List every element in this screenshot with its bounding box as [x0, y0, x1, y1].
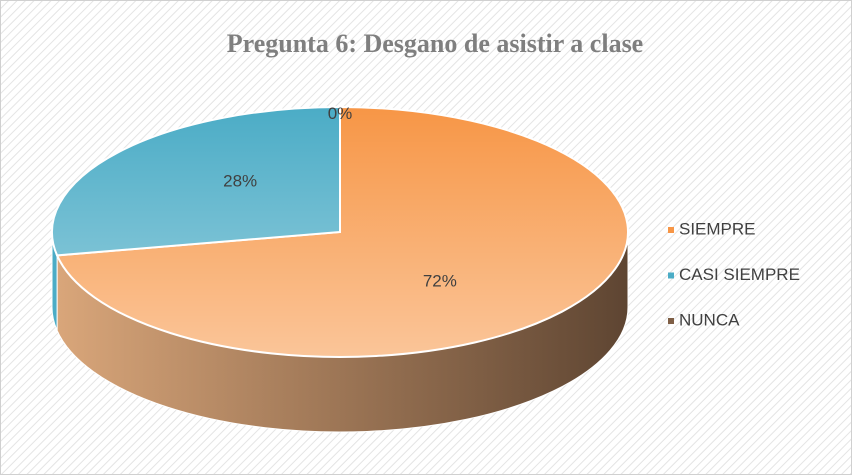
pie-tops: [51, 105, 629, 358]
legend-marker: [668, 318, 674, 324]
legend-label: SIEMPRE: [679, 219, 756, 238]
data-label: 72%: [423, 272, 457, 291]
legend-marker: [668, 272, 674, 279]
chart-title: Pregunta 6: Desgano de asistir a clase: [227, 29, 643, 58]
data-labels: 72% 28% 0%: [223, 104, 457, 290]
legend: SIEMPRE CASI SIEMPRE NUNCA: [668, 219, 800, 329]
legend-marker: [668, 227, 674, 233]
legend-label: NUNCA: [679, 310, 740, 329]
legend-label: CASI SIEMPRE: [679, 265, 800, 284]
data-label: 0%: [328, 104, 353, 123]
data-label: 28%: [223, 171, 257, 190]
